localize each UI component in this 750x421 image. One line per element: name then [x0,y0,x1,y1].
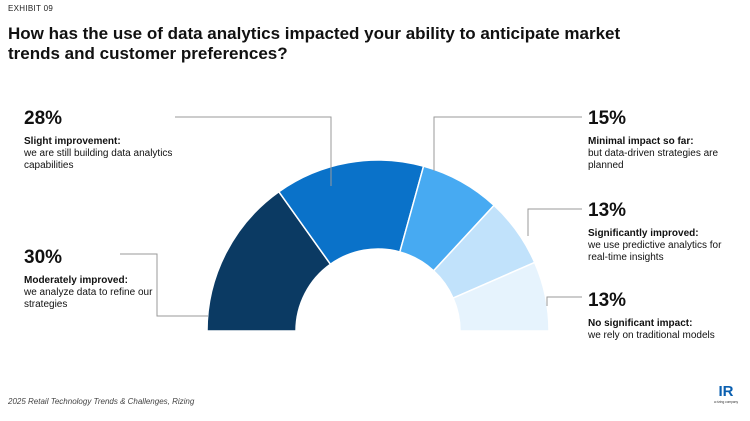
source-note: 2025 Retail Technology Trends & Challeng… [8,397,195,406]
slice-percent-minimal: 15% [588,108,627,129]
slice-head-slight: Slight improvement: [24,136,121,147]
logo-subtext: a rizing company [714,400,739,404]
leader-no-impact [546,296,582,306]
slice-label-slight: 28% Slight improvement: we are still bui… [24,108,174,172]
slice-head-moderately: Moderately improved: [24,275,128,286]
slice-desc-significantly: we use predictive analytics for real-tim… [588,240,722,263]
leader-slight [175,116,332,186]
slice-desc-moderately: we analyze data to refine our strategies [24,287,153,310]
slice-label-moderately: 30% Moderately improved: we analyze data… [24,247,154,311]
slice-percent-significantly: 13% [588,200,627,221]
slice-desc-no-impact: we rely on traditional models [588,330,715,341]
leader-significantly [527,208,582,236]
slice-head-no-impact: No significant impact: [588,318,693,329]
slice-percent-no-impact: 13% [588,290,627,311]
slice-no_impact [452,261,550,332]
slice-percent-slight: 28% [24,108,63,129]
slice-label-significantly: 13% Significantly improved: we use predi… [588,200,723,264]
rizing-logo: IR a rizing company [714,383,739,404]
leader-minimal [433,116,582,171]
slice-desc-slight: we are still building data analytics cap… [24,148,173,171]
slice-label-minimal: 15% Minimal impact so far: but data-driv… [588,108,723,172]
slice-head-minimal: Minimal impact so far: [588,136,694,147]
slice-desc-minimal: but data-driven strategies are planned [588,148,719,171]
exhibit-label: EXHIBIT 09 [8,4,54,13]
slice-label-no-impact: 13% No significant impact: we rely on tr… [588,290,738,342]
logo-mark: IR [719,383,734,400]
slice-percent-moderately: 30% [24,247,63,268]
slice-head-significantly: Significantly improved: [588,228,699,239]
chart-title: How has the use of data analytics impact… [8,24,621,63]
leader-moderately [120,253,208,317]
